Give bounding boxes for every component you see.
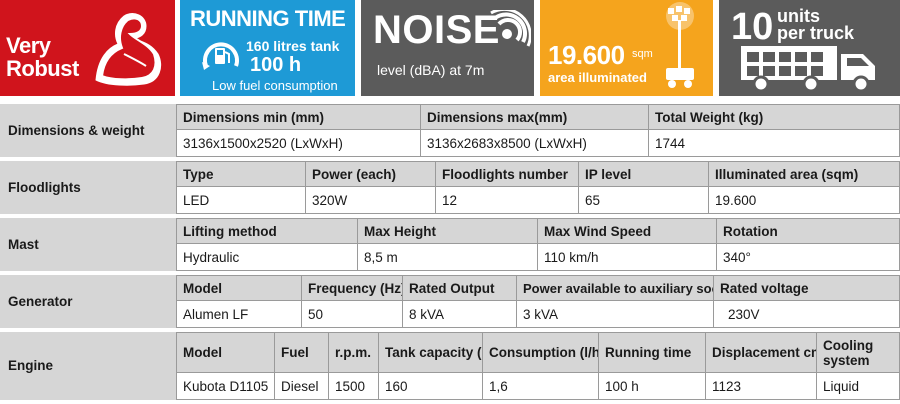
row-label-engine: Engine	[8, 358, 54, 373]
header-rpm: r.p.m.	[328, 332, 379, 373]
truck-icon	[741, 46, 875, 93]
value-tank-capacity: 160	[378, 372, 483, 400]
row-label-generator: Generator	[8, 294, 73, 309]
value-generator-model: Alumen LF	[176, 300, 302, 328]
spec-row-generator: Generator Model Frequency (Hz) Rated Out…	[0, 275, 900, 328]
header-max-height: Max Height	[357, 218, 538, 244]
value-running-time: 100 h	[598, 372, 706, 400]
truck-units-line1: units	[777, 6, 820, 26]
header-rotation: Rotation	[716, 218, 900, 244]
value-max-height: 8,5 m	[357, 243, 538, 271]
truck-capacity-banner: 10 units per truck	[719, 0, 900, 96]
illuminated-area-subtitle: area illuminated	[548, 70, 647, 85]
header-rated-output: Rated Output	[402, 275, 517, 301]
header-displacement: Displacement cm3	[705, 332, 817, 373]
row-label-mast: Mast	[8, 237, 39, 252]
robust-label: Very Robust	[6, 34, 79, 80]
robust-line1: Very	[6, 33, 51, 58]
truck-units-line2: per truck	[777, 23, 855, 43]
running-time-hours: 100 h	[250, 54, 302, 76]
sound-waves-icon	[490, 10, 531, 47]
row-label-floodlights: Floodlights	[8, 180, 81, 195]
robust-banner: Very Robust	[0, 0, 175, 96]
header-floodlight-power: Power (each)	[305, 161, 436, 187]
header-fuel: Fuel	[274, 332, 329, 373]
header-rated-voltage: Rated voltage	[713, 275, 900, 301]
header-tank-capacity: Tank capacity (l)	[378, 332, 483, 373]
value-aux-socket-power: 3 kVA	[516, 300, 714, 328]
header-dimensions-min: Dimensions min (mm)	[176, 104, 421, 130]
header-ip-level: IP level	[578, 161, 709, 187]
value-floodlight-power: 320W	[305, 186, 436, 214]
header-total-weight: Total Weight (kg)	[648, 104, 900, 130]
running-time-banner: RUNNING TIME 160 litres tank 100 h Low f…	[180, 0, 355, 96]
value-lifting-method: Hydraulic	[176, 243, 358, 271]
illuminated-area-banner: 19.600 sqm area illuminated	[540, 0, 713, 96]
value-fuel: Diesel	[274, 372, 329, 400]
spec-row-floodlights: Floodlights Type Power (each) Floodlight…	[0, 161, 900, 214]
value-rpm: 1500	[328, 372, 379, 400]
value-dimensions-max: 3136x2683x8500 (LxWxH)	[420, 129, 649, 157]
value-engine-model: Kubota D1105	[176, 372, 275, 400]
spec-row-engine: Engine Model Fuel r.p.m. Tank capacity (…	[0, 332, 900, 400]
header-frequency: Frequency (Hz)	[301, 275, 403, 301]
illuminated-area-unit: sqm	[632, 48, 653, 60]
row-label-dimensions: Dimensions & weight	[8, 123, 145, 138]
header-displacement-text: Displacement cm	[712, 345, 817, 360]
value-floodlights-number: 12	[435, 186, 579, 214]
illuminated-area-number: 19.600	[548, 40, 625, 70]
robust-line2: Robust	[6, 56, 79, 81]
flexed-arm-icon	[95, 13, 162, 86]
header-running-time: Running time	[598, 332, 706, 373]
running-time-tank: 160 litres tank	[246, 38, 340, 54]
value-dimensions-min: 3136x1500x2520 (LxWxH)	[176, 129, 421, 157]
value-illuminated-area: 19.600	[708, 186, 900, 214]
noise-banner: NOISE level (dBA) at 7m	[361, 0, 534, 96]
value-consumption: 1,6	[482, 372, 599, 400]
value-floodlight-type: LED	[176, 186, 306, 214]
fuel-gauge-icon	[202, 42, 239, 70]
running-time-title: RUNNING TIME	[190, 6, 346, 31]
running-time-subtitle: Low fuel consumption	[212, 78, 338, 93]
header-illuminated-area: Illuminated area (sqm)	[708, 161, 900, 187]
spec-row-mast: Mast Lifting method Max Height Max Wind …	[0, 218, 900, 271]
value-rated-output: 8 kVA	[402, 300, 517, 328]
truck-units-label: units per truck	[777, 6, 855, 43]
spec-row-dimensions: Dimensions & weight Dimensions min (mm) …	[0, 104, 900, 157]
header-engine-model: Model	[176, 332, 275, 373]
header-cooling-system: Cooling system	[816, 332, 900, 373]
truck-units-number: 10	[731, 6, 774, 48]
value-cooling-system: Liquid	[816, 372, 900, 400]
header-aux-socket-power: Power available to auxiliary socket	[516, 275, 714, 301]
value-frequency: 50	[301, 300, 403, 328]
header-max-wind-speed: Max Wind Speed	[537, 218, 717, 244]
header-dimensions-max: Dimensions max(mm)	[420, 104, 649, 130]
header-floodlights-number: Floodlights number	[435, 161, 579, 187]
value-ip-level: 65	[578, 186, 709, 214]
value-max-wind-speed: 110 km/h	[537, 243, 717, 271]
value-rated-voltage: 230V	[713, 300, 900, 328]
value-displacement: 1123	[705, 372, 817, 400]
header-generator-model: Model	[176, 275, 302, 301]
header-floodlight-type: Type	[176, 161, 306, 187]
value-rotation: 340°	[716, 243, 900, 271]
light-tower-icon	[666, 2, 694, 88]
header-lifting-method: Lifting method	[176, 218, 358, 244]
noise-subtitle: level (dBA) at 7m	[377, 62, 485, 78]
noise-title: NOISE	[373, 8, 500, 52]
value-total-weight: 1744	[648, 129, 900, 157]
header-consumption: Consumption (l/h)	[482, 332, 599, 373]
